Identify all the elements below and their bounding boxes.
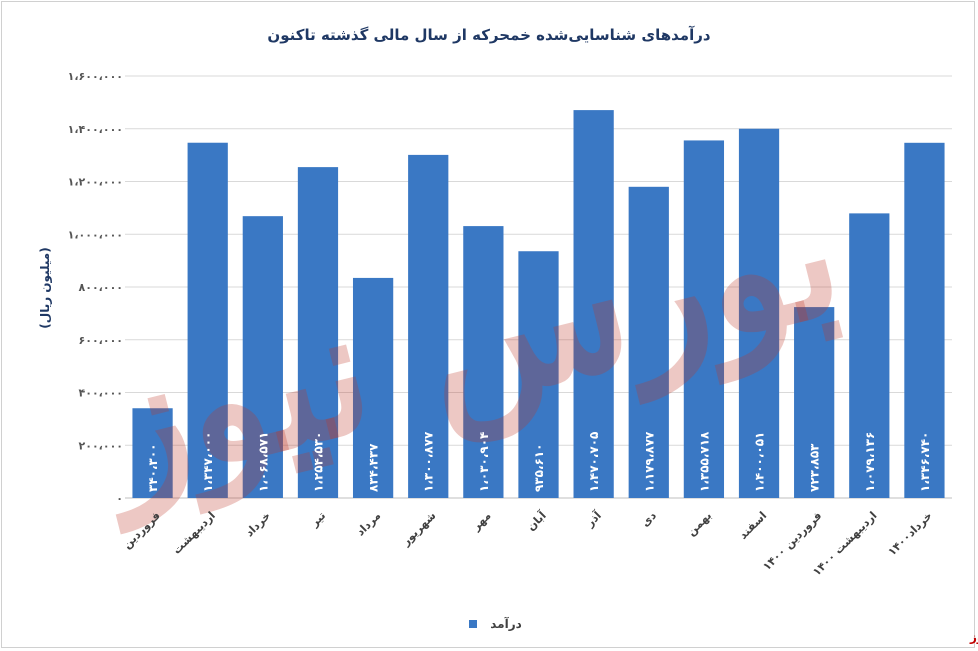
bar (463, 226, 504, 499)
legend-swatch (469, 620, 477, 628)
data-label: ۱،۴۰۰،۰۵۱ (753, 432, 767, 492)
y-tick-label: ۶۰۰،۰۰۰ (79, 334, 123, 347)
bar (297, 167, 339, 498)
data-label: ۱،۰۶۸،۵۷۱ (256, 432, 270, 492)
x-tick-label: دی (639, 509, 660, 530)
y-tick-label: ۱،۴۰۰،۰۰۰ (68, 123, 123, 136)
data-label: ۱،۲۵۴،۵۳۰ (311, 432, 325, 492)
data-label: ۱،۴۷۰،۷۰۵ (587, 432, 601, 492)
bar (849, 213, 890, 499)
data-label: ۱،۳۵۵،۷۱۸ (697, 431, 711, 492)
bar (518, 251, 559, 498)
y-axis-ticks: ۰ ۲۰۰،۰۰۰ ۴۰۰،۰۰۰ ۶۰۰،۰۰۰ ۸۰۰،۰۰۰ ۱،۰۰۰،۰۰۰ ۱،… (68, 70, 123, 505)
footer-brand: بورس نیوز (969, 630, 978, 645)
bar (794, 307, 835, 498)
bar (904, 142, 945, 499)
x-tick-label: اسفند (736, 509, 769, 542)
x-tick-label: آذر (582, 508, 604, 530)
bar (352, 277, 394, 498)
data-label: ۱،۰۳۰،۹۰۴ (477, 432, 491, 492)
chart-title: درآمدهای شناسایی‌شده خمحرکه از سال مالی … (267, 26, 710, 44)
x-tick-label: خرداد۱۴۰۰ (885, 509, 934, 558)
x-tick-label: خرداد (243, 509, 273, 539)
x-tick-label: مهر (469, 509, 494, 534)
bar (573, 110, 614, 498)
x-tick-label: شهریور (399, 509, 439, 549)
bar (242, 216, 283, 498)
bar (132, 408, 173, 498)
data-label: ۱،۰۷۹،۱۳۶ (863, 432, 877, 492)
y-tick-label: ۸۰۰،۰۰۰ (79, 281, 123, 294)
y-tick-label: ۴۰۰،۰۰۰ (79, 387, 123, 400)
bars (132, 110, 945, 499)
bar (738, 128, 780, 498)
y-tick-label: ۰ (116, 492, 123, 505)
bar (187, 142, 228, 498)
bar (408, 154, 449, 499)
x-tick-label: بهمن (685, 509, 714, 538)
legend-label: درآمد (490, 616, 522, 631)
data-label: ۱،۱۷۹،۸۷۷ (642, 431, 656, 492)
data-label: ۱،۳۴۷،۰۰۰ (201, 432, 215, 492)
legend: درآمد (469, 616, 522, 631)
y-tick-label: ۱،۶۰۰،۰۰۰ (68, 70, 123, 83)
bar (683, 140, 725, 498)
data-label: ۷۲۳،۸۵۳ (808, 443, 822, 492)
x-tick-label: آبان (524, 508, 549, 533)
data-label: ۱،۳۴۶،۷۴۰ (918, 432, 932, 492)
y-axis-label: (میلیون ریال) (38, 247, 53, 328)
data-label: ۸۳۴،۴۳۷ (367, 443, 381, 492)
y-tick-label: ۱،۲۰۰،۰۰۰ (68, 176, 123, 189)
y-tick-label: ۲۰۰،۰۰۰ (79, 439, 123, 452)
data-label: ۹۳۵،۶۱۰ (532, 443, 546, 492)
x-tick-label: مرداد (354, 509, 383, 538)
y-tick-label: ۱،۰۰۰،۰۰۰ (68, 228, 123, 241)
bar (628, 186, 669, 498)
data-label: ۱،۳۰۰،۸۷۷ (422, 431, 436, 492)
data-labels: ۳۴۰،۳۰۰ ۱،۳۴۷،۰۰۰ ۱،۰۶۸،۵۷۱ ۱،۲۵۴،۵۳۰ ۸۳۴،۴۳… (146, 431, 932, 492)
x-tick-label: تیر (307, 509, 328, 530)
x-axis-ticks: فروردین اردیبهشت خرداد تیر مرداد شهریور مهر آبا… (120, 508, 934, 578)
data-label: ۳۴۰،۳۰۰ (146, 443, 160, 492)
